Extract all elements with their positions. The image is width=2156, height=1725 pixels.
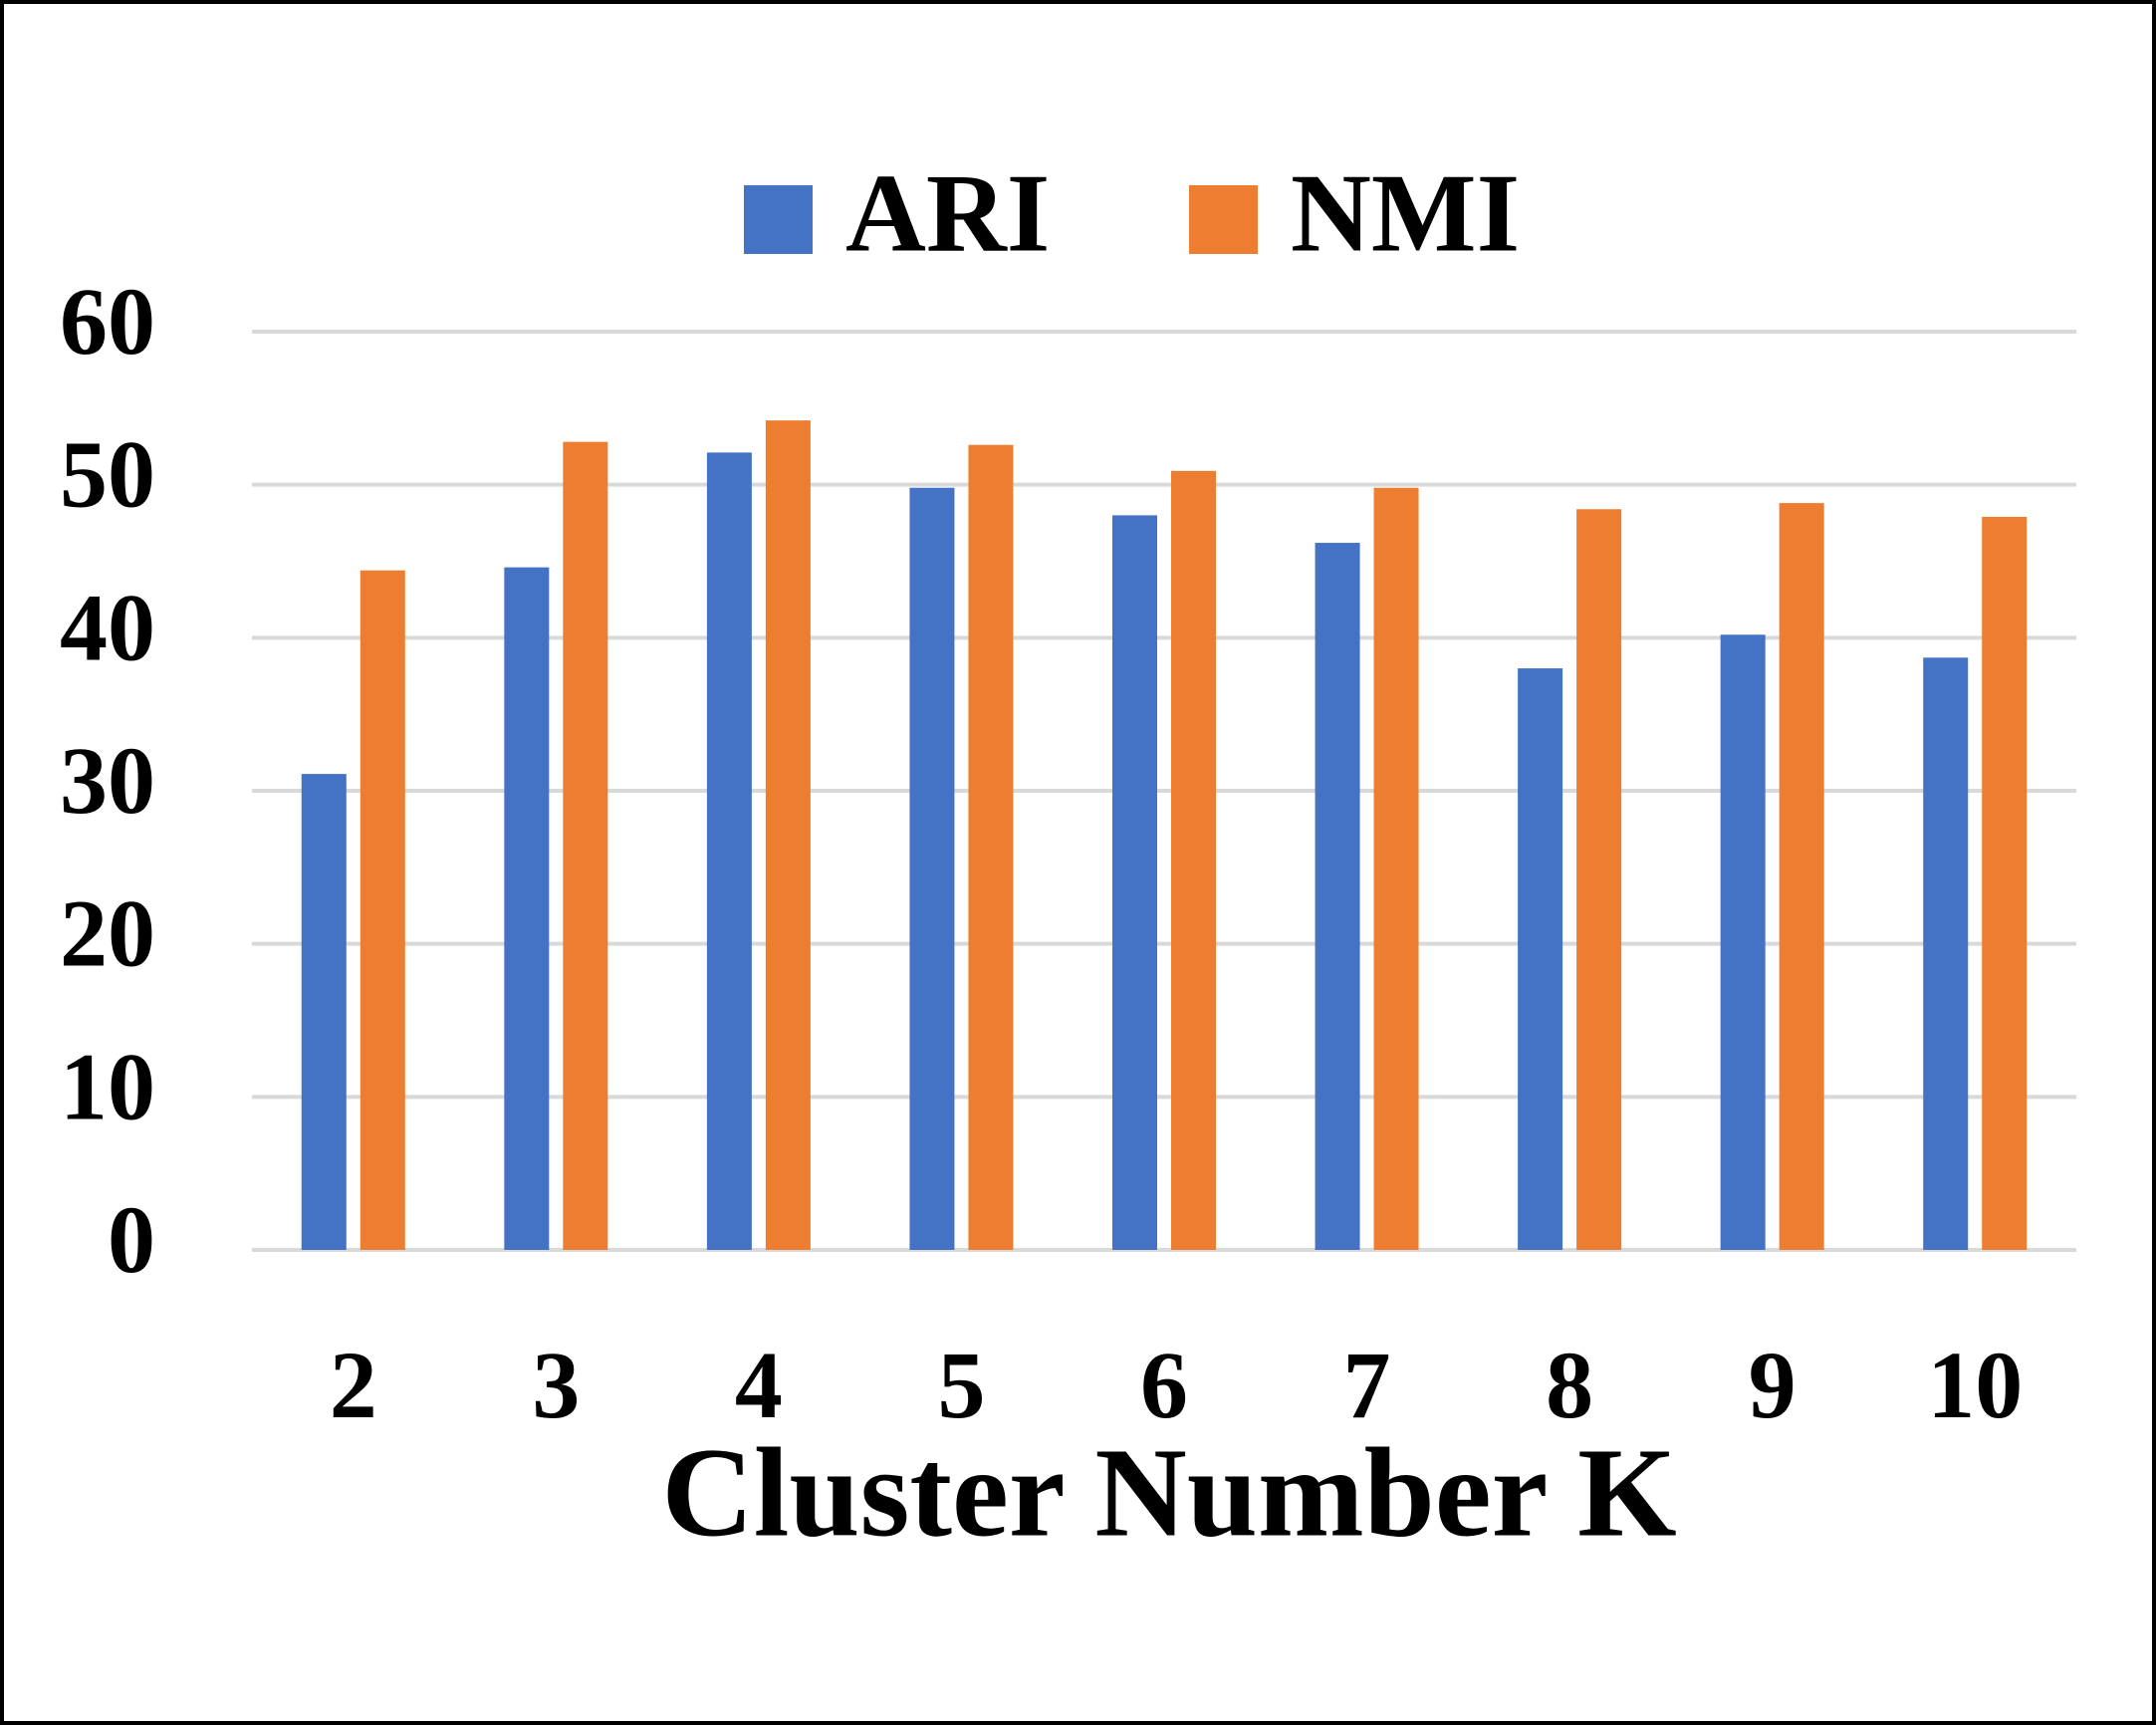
- legend-label: NMI: [1291, 152, 1520, 276]
- bar: [706, 452, 752, 1250]
- y-tick-label: 0: [108, 1186, 155, 1293]
- bar: [1982, 516, 2028, 1250]
- x-tick-label: 4: [735, 1332, 783, 1438]
- y-tick-label: 40: [60, 574, 155, 680]
- bar: [1720, 634, 1766, 1250]
- bar: [504, 567, 550, 1250]
- y-tick-label: 50: [60, 421, 155, 528]
- bar: [563, 441, 608, 1250]
- y-tick-label: 60: [60, 268, 155, 374]
- x-tick-label: 5: [937, 1332, 985, 1438]
- x-tick-label: 9: [1749, 1332, 1797, 1438]
- x-tick-label: 6: [1140, 1332, 1188, 1438]
- y-tick-label: 30: [60, 727, 155, 834]
- y-tick-label: 10: [60, 1033, 155, 1139]
- bar: [909, 487, 955, 1250]
- x-tick-label: 2: [330, 1332, 377, 1438]
- bar: [359, 570, 405, 1250]
- bar: [1518, 668, 1563, 1250]
- bar: [968, 444, 1014, 1250]
- bar: [1779, 503, 1824, 1250]
- bar: [1112, 515, 1157, 1250]
- y-tick-label: 20: [60, 880, 155, 987]
- legend-swatch: [1189, 185, 1258, 254]
- bar: [765, 420, 811, 1250]
- x-tick-label: 7: [1343, 1332, 1391, 1438]
- legend-label: ARI: [845, 152, 1050, 276]
- x-tick-label: 3: [532, 1332, 580, 1438]
- x-tick-label: 10: [1927, 1332, 2023, 1438]
- bar: [1576, 509, 1622, 1251]
- bar: [1923, 657, 1969, 1250]
- x-axis-label: Cluster Number K: [661, 1421, 1676, 1563]
- bar: [301, 774, 347, 1250]
- bar: [1315, 543, 1360, 1250]
- legend-swatch: [744, 185, 813, 254]
- bar: [1373, 487, 1419, 1250]
- bar: [1171, 470, 1216, 1250]
- x-tick-label: 8: [1546, 1332, 1593, 1438]
